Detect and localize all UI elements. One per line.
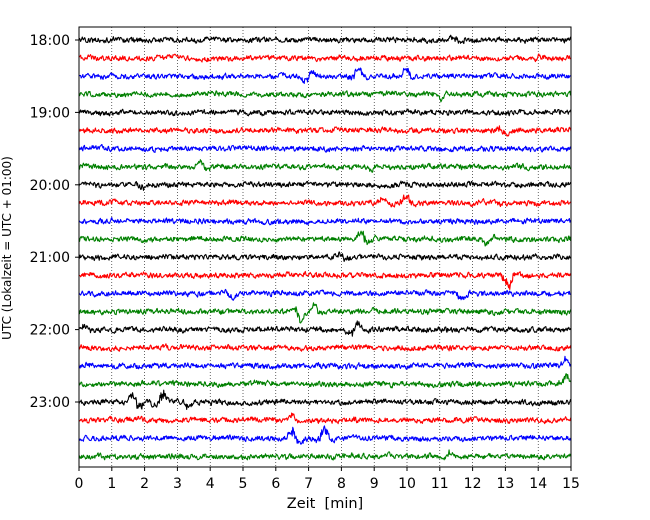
trace-1815	[78, 53, 572, 63]
x-tick-label: 5	[239, 476, 248, 492]
y-tick-label: 22:00	[30, 323, 70, 339]
trace-2000	[78, 180, 572, 191]
x-tick-label: 11	[431, 476, 449, 492]
trace-2315	[78, 412, 572, 425]
x-axis-ticks: 0 1 2 3 4 5 6 7 8 9 10 11 12 13 14 15	[75, 467, 580, 492]
trace-2345	[78, 449, 572, 461]
trace-2300	[78, 389, 572, 410]
x-axis-label: Zeit [min]	[287, 496, 363, 512]
trace-2230	[78, 355, 572, 370]
traces	[78, 34, 572, 461]
x-tick-label: 3	[173, 476, 182, 492]
y-tick-label: 19:00	[30, 105, 70, 121]
gridlines	[111, 27, 539, 467]
trace-2030	[78, 217, 572, 226]
x-tick-label: 13	[496, 476, 514, 492]
x-tick-label: 0	[75, 476, 84, 492]
trace-1830	[78, 67, 572, 85]
trace-2130	[78, 288, 572, 301]
trace-1800	[78, 34, 572, 45]
x-tick-label: 7	[304, 476, 313, 492]
y-tick-label: 21:00	[30, 250, 70, 266]
x-tick-label: 1	[107, 476, 116, 492]
x-tick-label: 12	[464, 476, 482, 492]
trace-2045	[78, 230, 572, 247]
x-tick-label: 6	[271, 476, 280, 492]
trace-2330	[78, 425, 572, 445]
trace-1915	[78, 125, 572, 137]
trace-2215	[78, 343, 572, 352]
x-tick-label: 9	[370, 476, 379, 492]
x-tick-label: 14	[529, 476, 547, 492]
y-tick-label: 20:00	[30, 178, 70, 194]
trace-1845	[78, 90, 572, 103]
y-axis-ticks: 18:00 19:00 20:00 21:00 22:00 23:00	[30, 33, 79, 411]
x-tick-label: 2	[140, 476, 149, 492]
trace-2115	[78, 270, 572, 291]
trace-1945	[78, 159, 572, 173]
x-tick-label: 15	[562, 476, 580, 492]
trace-1930	[78, 143, 572, 153]
x-tick-label: 10	[398, 476, 416, 492]
x-tick-label: 8	[337, 476, 346, 492]
trace-2200	[78, 320, 572, 337]
y-axis-label: UTC (Lokalzeit = UTC + 01:00)	[0, 156, 14, 340]
y-tick-label: 23:00	[30, 395, 70, 411]
x-tick-label: 4	[206, 476, 215, 492]
y-tick-label: 18:00	[30, 33, 70, 49]
plot-frame	[78, 26, 572, 468]
trace-1900	[78, 108, 572, 117]
trace-2245	[78, 373, 572, 389]
trace-2015	[78, 194, 572, 208]
trace-2145	[78, 302, 572, 324]
trace-2100	[78, 251, 572, 262]
